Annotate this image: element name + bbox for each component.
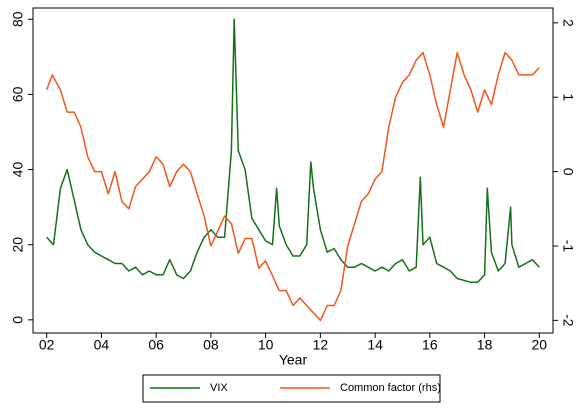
x-tick-label: 20 xyxy=(532,337,548,353)
x-axis-label: Year xyxy=(279,352,308,368)
y-tick-label: 0 xyxy=(10,316,26,324)
y-tick-label: 60 xyxy=(10,86,26,102)
x-tick-label: 10 xyxy=(258,337,274,353)
x-tick-label: 16 xyxy=(422,337,438,353)
y-tick-label: 40 xyxy=(10,162,26,178)
y-tick-label: 80 xyxy=(10,11,26,27)
y-tick-label: 20 xyxy=(10,237,26,253)
y2-tick-label: 2 xyxy=(560,19,576,27)
y2-tick-label: -1 xyxy=(560,240,576,253)
x-tick-label: 18 xyxy=(477,337,493,353)
x-tick-label: 02 xyxy=(39,337,55,353)
x-tick-label: 04 xyxy=(94,337,110,353)
series-line xyxy=(45,51,540,322)
series-line xyxy=(46,18,540,284)
y2-tick-label: 0 xyxy=(560,168,576,176)
legend xyxy=(142,374,441,403)
y2-tick-label: 1 xyxy=(560,93,576,101)
x-tick-label: 08 xyxy=(203,337,219,353)
legend-label: VIX xyxy=(210,382,228,394)
x-tick-label: 06 xyxy=(148,337,164,353)
legend-label: Common factor (rhs) xyxy=(340,382,441,394)
plot-frame xyxy=(32,7,554,334)
x-tick-label: 12 xyxy=(313,337,329,353)
y2-tick-label: -2 xyxy=(560,314,576,327)
x-tick-label: 14 xyxy=(367,337,383,353)
